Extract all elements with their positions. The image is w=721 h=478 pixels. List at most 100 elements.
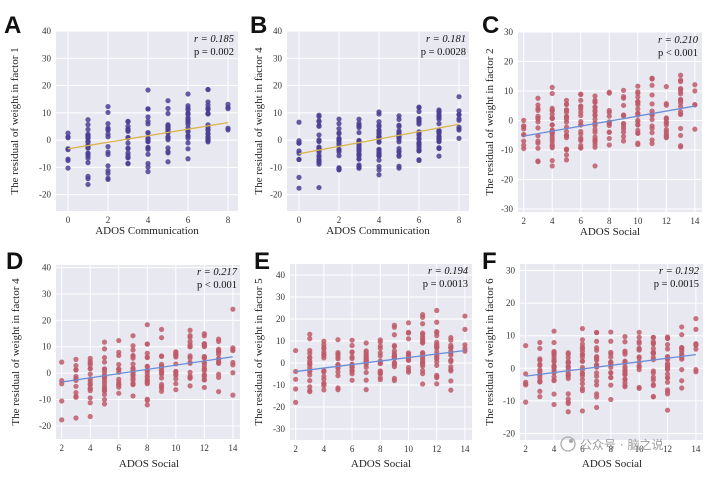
scatter-point <box>85 139 91 145</box>
scatter-point <box>578 131 584 137</box>
scatter-point <box>336 149 342 155</box>
scatter-point <box>636 355 642 361</box>
ytick-label: -20 <box>501 175 513 185</box>
xtick-label: 8 <box>226 215 231 225</box>
scatter-point <box>594 329 600 336</box>
scatter-point <box>356 148 362 154</box>
scatter-point <box>391 322 398 328</box>
scatter-point <box>635 141 641 148</box>
ytick-label: -20 <box>39 421 51 431</box>
scatter-point <box>434 319 440 325</box>
scatter-point <box>664 342 671 348</box>
scatter-point <box>622 376 628 382</box>
scatter-point <box>594 347 600 353</box>
scatter-point <box>216 349 222 355</box>
scatter-point <box>101 369 108 375</box>
scatter-point <box>349 364 355 370</box>
scatter-point <box>462 348 468 354</box>
scatter-point <box>376 130 382 136</box>
scatter-point <box>377 345 383 351</box>
ytick-label: 10 <box>276 336 286 346</box>
xtick-label: 6 <box>186 215 191 225</box>
scatter-point <box>456 116 462 122</box>
scatter-point <box>537 339 543 346</box>
scatter-point <box>336 138 342 144</box>
scatter-point <box>145 144 151 150</box>
scatter-point <box>356 142 362 148</box>
scatter-point <box>693 326 699 332</box>
fit-line-e <box>295 349 466 373</box>
fit-line-d <box>61 356 233 383</box>
scatter-point <box>336 126 342 132</box>
scatter-point <box>377 360 383 367</box>
xtick-label: 4 <box>552 444 557 454</box>
scatter-point <box>578 91 584 98</box>
scatter-point <box>565 373 571 379</box>
ytick-label: 30 <box>276 292 286 302</box>
scatter-point <box>105 176 111 183</box>
scatter-point <box>563 109 570 116</box>
scatter-point <box>293 347 299 354</box>
scatter-point <box>101 346 108 352</box>
scatter-point <box>130 372 136 379</box>
xtick-label: 2 <box>521 216 526 226</box>
scatter-point <box>165 122 171 128</box>
xticks-f: 2 4 6 8 10 12 14 <box>523 444 700 454</box>
scatter-point <box>335 385 341 391</box>
scatter-point <box>145 164 151 170</box>
ytick-label: -20 <box>273 402 285 412</box>
scatter-point <box>377 377 383 383</box>
scatter-point <box>356 152 362 159</box>
scatter-point <box>594 373 600 379</box>
scatter-point <box>608 382 614 388</box>
panel-d: D 2 4 6 8 10 12 14 -20 -10 0 10 20 30 40… <box>6 248 240 470</box>
panel-letter-a: A <box>4 12 21 39</box>
ytick-label: 10 <box>42 342 52 352</box>
scatter-point <box>606 135 612 142</box>
scatter-point <box>105 103 111 110</box>
scatter-point <box>579 348 586 354</box>
ytick-label: 0 <box>278 135 283 145</box>
scatter-point <box>650 381 656 388</box>
ytick-label: 0 <box>281 358 286 368</box>
xtick-label: 14 <box>460 444 470 454</box>
scatter-point <box>563 147 570 153</box>
scatter-point <box>434 381 440 387</box>
ytick-label: 20 <box>504 57 514 67</box>
panel-e: E 2 4 6 8 10 12 14 -30 -20 -10 0 10 20 3… <box>253 248 472 470</box>
scatter-point <box>363 355 369 361</box>
ytick-label: -30 <box>501 204 513 214</box>
ytick-label: 10 <box>273 108 283 118</box>
stat-p-a: p = 0.002 <box>194 47 234 58</box>
y-axis-label-a: The residual of weight in factor 1 <box>9 47 21 194</box>
scatter-point <box>125 118 131 124</box>
scatter-point <box>592 141 598 148</box>
scatter-point <box>101 401 108 407</box>
ytick-label: 40 <box>273 26 283 36</box>
scatter-point <box>65 135 71 141</box>
ytick-label: -20 <box>270 190 282 200</box>
scatter-point <box>578 97 584 103</box>
scatter-point <box>693 316 699 322</box>
scatter-point <box>165 145 171 151</box>
scatter-point <box>376 146 382 153</box>
scatter-point <box>85 117 91 123</box>
scatter-point <box>678 143 684 149</box>
scatter-point <box>650 370 656 376</box>
scatter-point <box>664 375 671 381</box>
scatter-point <box>649 125 655 131</box>
scatter-point <box>563 97 570 103</box>
scatter-point <box>693 342 699 348</box>
scatter-point <box>73 367 79 373</box>
scatter-point <box>145 121 151 127</box>
scatter-point <box>620 138 627 144</box>
scatter-point <box>693 346 699 352</box>
scatter-point <box>201 366 207 372</box>
scatter-point <box>635 106 641 112</box>
scatter-point <box>296 119 302 125</box>
watermark: 公众号 · 脑之说 <box>560 436 663 452</box>
scatter-point <box>456 94 462 100</box>
watermark-logo-icon <box>560 436 576 452</box>
ytick-label: 10 <box>504 86 514 96</box>
yticks-f: -20 -10 0 10 20 30 <box>503 266 516 439</box>
